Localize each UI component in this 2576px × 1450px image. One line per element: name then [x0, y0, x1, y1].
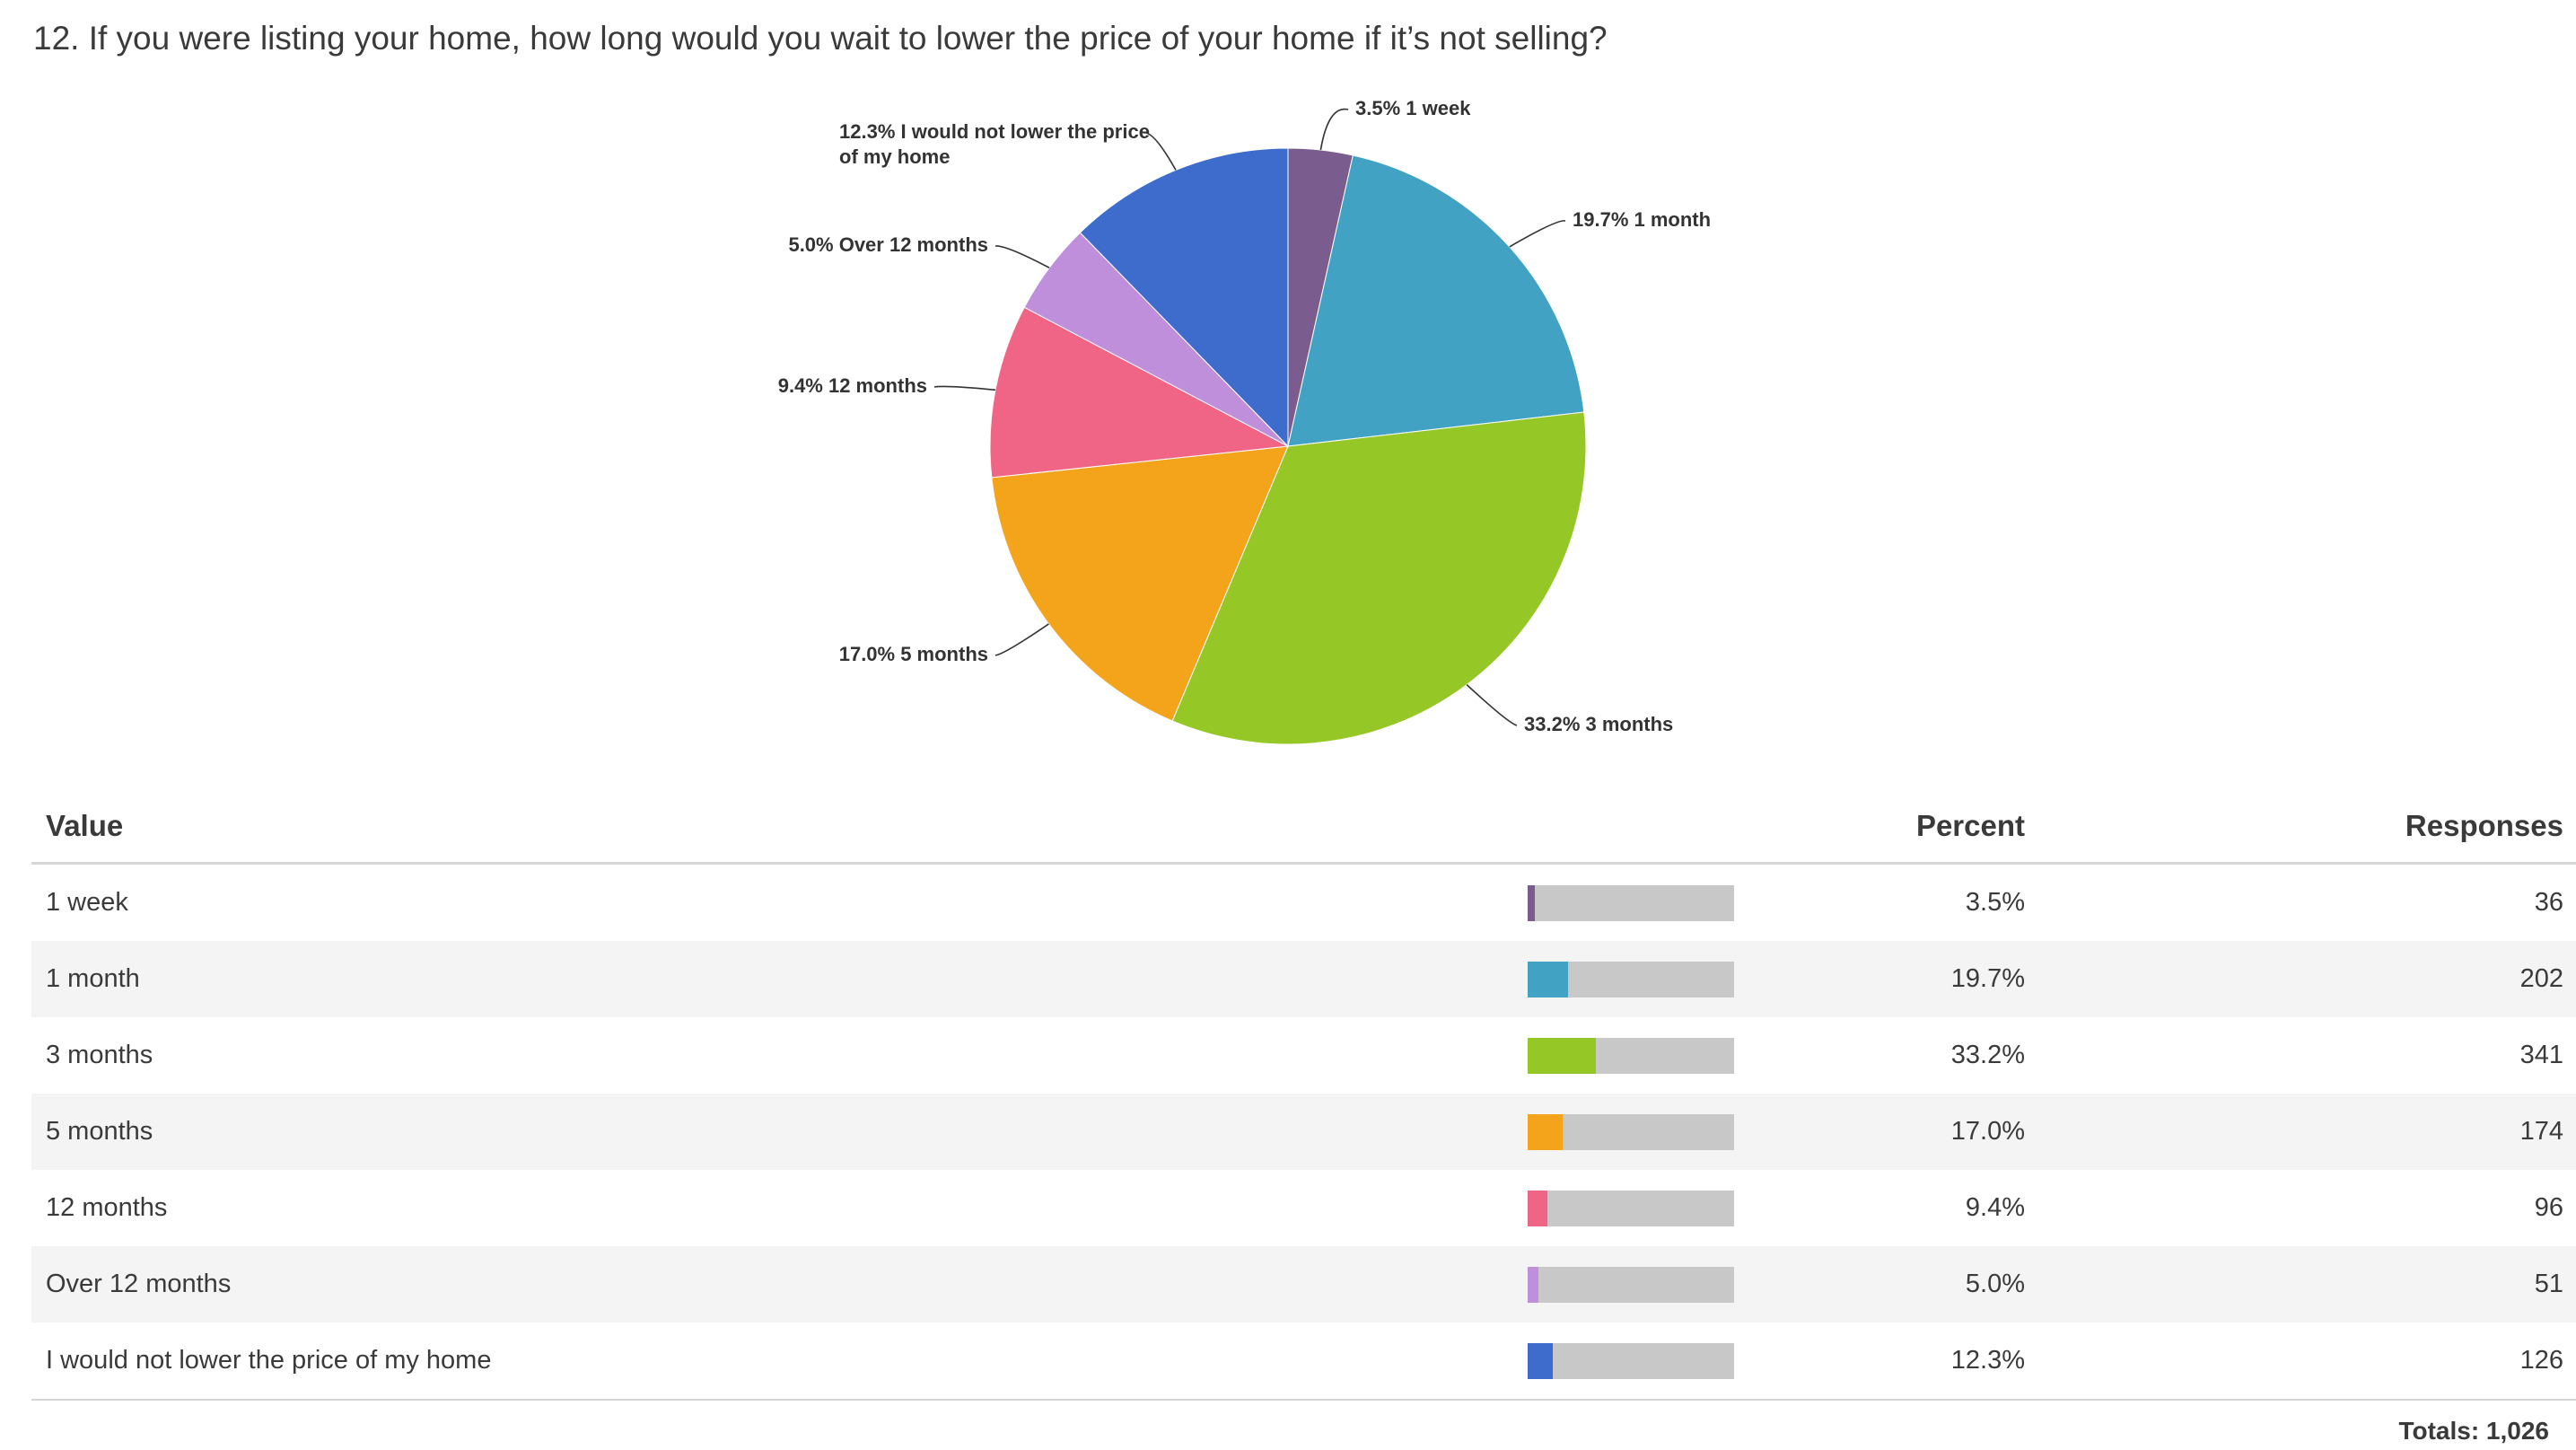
percent-bar	[1528, 1113, 1734, 1150]
pie-slice[interactable]	[1171, 411, 1587, 745]
percent-bar	[1528, 1190, 1734, 1226]
slice-label: 12.3% I would not lower the price of my h…	[839, 120, 1150, 168]
table-header-row: Value Percent Responses	[31, 790, 2576, 865]
percent-column-header[interactable]: Percent	[1845, 790, 2025, 865]
table-row: 1 week 3.5% 36	[31, 864, 2576, 942]
row-responses: 174	[2025, 1094, 2576, 1170]
row-responses: 51	[2025, 1246, 2576, 1323]
slice-leader-line	[994, 623, 1049, 656]
row-percent: 3.5%	[1965, 888, 2025, 917]
table-row: 12 months 9.4% 96	[31, 1170, 2576, 1246]
percent-bar-fill	[1528, 1342, 1554, 1379]
row-responses: 126	[2025, 1323, 2576, 1401]
percent-bar	[1528, 1342, 1734, 1379]
slice-leader-line	[1466, 684, 1518, 726]
pie-slice[interactable]	[1079, 147, 1289, 448]
table-row: 5 months 17.0% 174	[31, 1094, 2576, 1170]
slice-label: 17.0% 5 months	[839, 643, 988, 665]
row-responses: 36	[2534, 888, 2563, 917]
percent-bar-fill	[1528, 1266, 1538, 1303]
table-row: I would not lower the price of my home 1…	[31, 1323, 2576, 1401]
percent-bar-fill	[1528, 1190, 1547, 1226]
slice-label: 19.7% 1 month	[1573, 208, 1711, 231]
slice-label: 5.0% Over 12 months	[788, 233, 988, 256]
row-responses: 341	[2519, 1041, 2563, 1069]
row-percent: 17.0%	[1845, 1094, 2025, 1170]
row-value: 3 months	[46, 1041, 153, 1069]
slice-label: 33.2% 3 months	[1524, 713, 1673, 735]
row-value: 1 week	[46, 888, 128, 917]
row-value: 12 months	[46, 1193, 168, 1222]
percent-bar	[1528, 884, 1734, 921]
row-percent: 19.7%	[1845, 941, 2025, 1017]
slice-leader-line	[1319, 108, 1349, 151]
slice-label: 9.4% 12 months	[778, 374, 927, 397]
percent-bar	[1528, 1266, 1734, 1303]
pie-labels: 3.5% 1 week 19.7% 1 month 33.2% 3 months 17…	[778, 97, 1711, 735]
row-percent: 33.2%	[1950, 1041, 2025, 1069]
percent-bar-fill	[1528, 961, 1569, 997]
percent-bar	[1528, 1037, 1734, 1074]
percent-bar-fill	[1528, 1037, 1597, 1074]
row-percent: 12.3%	[1845, 1323, 2025, 1401]
pie-slices	[989, 147, 1587, 745]
row-responses: 96	[2534, 1193, 2563, 1222]
percent-bar-fill	[1528, 884, 1536, 921]
slice-leader-line	[933, 385, 996, 391]
row-value: 5 months	[31, 1094, 1504, 1170]
pie-slice[interactable]	[1287, 154, 1585, 447]
row-percent: 9.4%	[1965, 1193, 2025, 1222]
question-title: 12. If you were listing your home, how l…	[33, 20, 1608, 57]
value-column-header[interactable]: Value	[31, 790, 1504, 865]
slice-leader-line	[1143, 132, 1177, 171]
slice-leader-line	[994, 245, 1050, 268]
slice-leader-line	[1509, 220, 1566, 248]
slice-label: 3.5% 1 week	[1355, 97, 1471, 119]
percent-bar-fill	[1528, 1113, 1564, 1150]
row-value: 1 month	[31, 941, 1504, 1017]
bar-column-header	[1504, 790, 1845, 865]
row-responses: 202	[2025, 941, 2576, 1017]
row-value: Over 12 months	[31, 1246, 1504, 1323]
results-table: Value Percent Responses 1 week 3.5% 36 1…	[31, 790, 2576, 1401]
pie-chart: 3.5% 1 week 19.7% 1 month 33.2% 3 months 17…	[778, 97, 1711, 745]
row-value: I would not lower the price of my home	[31, 1323, 1504, 1401]
totals-text: Totals: 1,026	[2398, 1417, 2549, 1445]
table-row: 3 months 33.2% 341	[31, 1017, 2576, 1094]
pie-slice[interactable]	[989, 306, 1290, 479]
row-percent: 5.0%	[1845, 1246, 2025, 1323]
table-row: Over 12 months 5.0% 51	[31, 1246, 2576, 1323]
totals: Totals: 1,026	[2398, 1417, 2549, 1446]
responses-column-header[interactable]: Responses	[2025, 790, 2576, 865]
table-row: 1 month 19.7% 202	[31, 941, 2576, 1017]
percent-bar	[1528, 961, 1734, 997]
